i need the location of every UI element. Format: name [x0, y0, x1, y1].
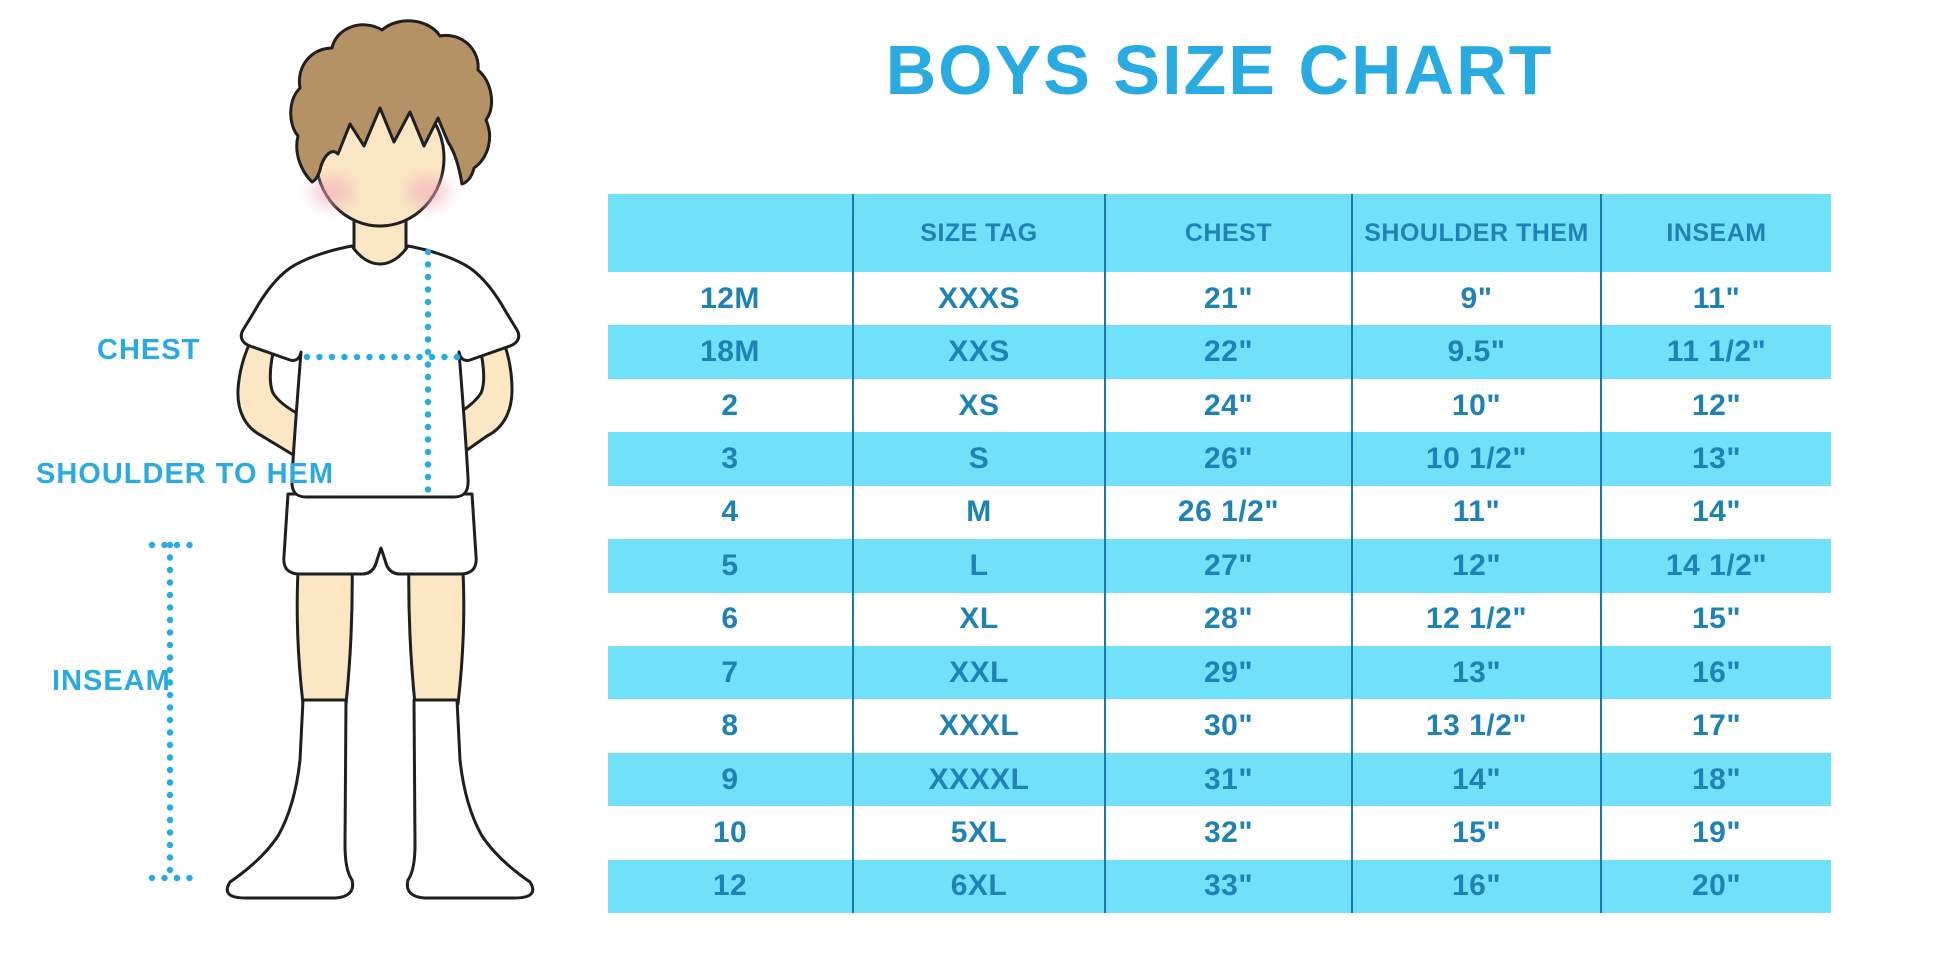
- table-cell: XL: [852, 592, 1104, 646]
- table-row: 12M XXXS 21" 9" 11": [608, 272, 1831, 326]
- table-cell: 24": [1104, 378, 1351, 433]
- header-cell-inseam: INSEAM: [1600, 194, 1831, 272]
- table-cell: S: [852, 432, 1104, 486]
- table-cell: 31": [1104, 752, 1351, 807]
- table-cell: 12": [1600, 378, 1831, 433]
- left-leg-shape: [295, 553, 354, 706]
- table-cell: 18M: [700, 335, 760, 369]
- table-cell: 11": [1351, 485, 1600, 540]
- table-cell: L: [852, 539, 1104, 593]
- table-cell: XXXL: [852, 699, 1104, 753]
- tshirt-shape: [239, 244, 521, 499]
- table-cell: 26 1/2": [1104, 485, 1351, 540]
- inseam-label: INSEAM: [52, 665, 171, 697]
- table-cell: 33": [1104, 859, 1351, 914]
- table-cell: XXXS: [852, 272, 1104, 326]
- table-cell: 12 1/2": [1351, 592, 1600, 646]
- table-row: 6 XL 28" 12 1/2" 15": [608, 592, 1831, 646]
- table-cell: 14": [1351, 752, 1600, 807]
- table-cell: 10: [712, 815, 748, 849]
- table-cell: 16": [1351, 859, 1600, 914]
- table-cell: 6: [721, 602, 739, 636]
- table-cell: 15": [1351, 806, 1600, 860]
- table-row: 18M XXS 22" 9.5" 11 1/2": [608, 325, 1831, 379]
- table-row: 7 XXL 29" 13" 16": [608, 645, 1831, 700]
- table-cell: 9.5": [1351, 325, 1600, 379]
- table-cell: 9: [721, 762, 739, 796]
- table-cell: 7: [721, 655, 739, 689]
- table-cell: 13 1/2": [1351, 699, 1600, 753]
- header-cell-chest: CHEST: [1104, 194, 1351, 272]
- page-title: BOYS SIZE CHART: [885, 31, 1554, 109]
- table-cell: 21": [1104, 272, 1351, 326]
- table-cell: 5: [721, 548, 739, 582]
- table-row: 2 XS 24" 10" 12": [608, 378, 1831, 433]
- table-header-row: SIZE TAG CHEST SHOULDER THEM INSEAM: [608, 194, 1831, 272]
- table-cell: 30": [1104, 699, 1351, 753]
- left-sock-shape: [225, 698, 355, 900]
- table-row: 3 S 26" 10 1/2" 13": [608, 432, 1831, 486]
- header-cell-shoulder: SHOULDER THEM: [1351, 194, 1600, 272]
- table-cell: 11 1/2": [1600, 325, 1831, 379]
- table-cell: 11": [1600, 272, 1831, 326]
- table-cell: 3: [721, 441, 739, 475]
- table-row: 9 XXXXL 31" 14" 18": [608, 752, 1831, 807]
- table-cell: M: [852, 485, 1104, 540]
- table-cell: 15": [1600, 592, 1831, 646]
- size-table-body: 12M XXXS 21" 9" 11" 18M XXS 22" 9.5" 11 1/2" 2 XS 24…: [608, 272, 1831, 914]
- table-row: 8 XXXL 30" 13 1/2" 17": [608, 699, 1831, 753]
- table-cell: 2: [721, 388, 739, 422]
- table-cell: 12: [712, 869, 748, 903]
- table-cell: XXXXL: [852, 752, 1104, 807]
- table-cell: 9": [1351, 272, 1600, 326]
- table-cell: 6XL: [852, 859, 1104, 914]
- table-row: 4 M 26 1/2" 11" 14": [608, 485, 1831, 540]
- table-row: 10 5XL 32" 15" 19": [608, 806, 1831, 860]
- table-cell: 14 1/2": [1600, 539, 1831, 593]
- table-cell: 16": [1600, 645, 1831, 700]
- table-cell: 12": [1351, 539, 1600, 593]
- table-cell: 4: [721, 495, 739, 529]
- table-cell: 8: [721, 709, 739, 743]
- table-cell: XS: [852, 378, 1104, 433]
- table-row: 12 6XL 33" 16" 20": [608, 859, 1831, 914]
- table-cell: 22": [1104, 325, 1351, 379]
- right-cheek-blush: [407, 176, 449, 208]
- header-cell-size: [608, 194, 852, 272]
- right-sock-shape: [405, 698, 535, 900]
- shoulder-to-hem-label: SHOULDER TO HEM: [36, 458, 335, 490]
- table-cell: 10": [1351, 378, 1600, 433]
- header-cell-size-tag: SIZE TAG: [852, 194, 1104, 272]
- left-cheek-blush: [311, 176, 353, 208]
- table-cell: 20": [1600, 859, 1831, 914]
- table-cell: 19": [1600, 806, 1831, 860]
- boy-measurement-illustration: [148, 19, 535, 900]
- table-cell: XXL: [852, 645, 1104, 700]
- table-cell: 13": [1351, 645, 1600, 700]
- table-cell: 5XL: [852, 806, 1104, 860]
- size-table: SIZE TAG CHEST SHOULDER THEM INSEAM 12M X…: [608, 194, 1831, 914]
- table-cell: 18": [1600, 752, 1831, 807]
- hair-shape: [289, 19, 494, 186]
- table-cell: 27": [1104, 539, 1351, 593]
- shorts-shape: [282, 492, 478, 576]
- table-cell: 29": [1104, 645, 1351, 700]
- table-row: 5 L 27" 12" 14 1/2": [608, 539, 1831, 593]
- table-cell: 28": [1104, 592, 1351, 646]
- table-cell: 12M: [700, 281, 760, 315]
- table-cell: 14": [1600, 485, 1831, 540]
- chest-label: CHEST: [97, 334, 201, 366]
- table-cell: XXS: [852, 325, 1104, 379]
- table-cell: 17": [1600, 699, 1831, 753]
- table-cell: 26": [1104, 432, 1351, 486]
- table-cell: 10 1/2": [1351, 432, 1600, 486]
- table-cell: 13": [1600, 432, 1831, 486]
- table-cell: 32": [1104, 806, 1351, 860]
- right-leg-shape: [407, 553, 466, 706]
